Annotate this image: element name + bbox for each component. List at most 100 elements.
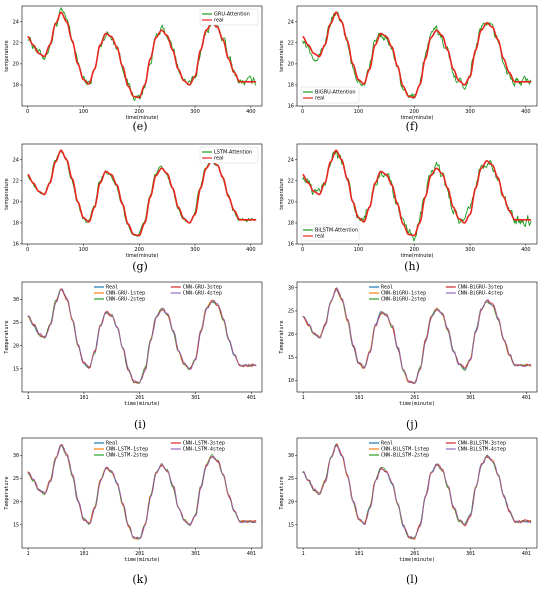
chart-panel-f: 0 100 200 300 400 16 18 20 22 24 time(minute) tempe… bbox=[279, 5, 538, 133]
y-tick-label: 20 bbox=[13, 343, 19, 349]
y-tick-label: 18 bbox=[288, 83, 294, 89]
y-tick-label: 15 bbox=[288, 355, 294, 361]
x-tick-label: 401 bbox=[522, 395, 531, 401]
y-tick-label: 22 bbox=[288, 179, 294, 185]
y-tick-label: 16 bbox=[13, 242, 19, 248]
legend-label: CNN-BiLSTM-2step bbox=[381, 453, 429, 459]
y-tick-label: 16 bbox=[288, 242, 294, 248]
panel-label: (j) bbox=[406, 418, 418, 431]
x-tick-label: 401 bbox=[522, 551, 531, 557]
plot-frame bbox=[21, 5, 263, 107]
plot-frame bbox=[21, 437, 263, 549]
y-tick-label: 15 bbox=[13, 367, 19, 373]
x-tick-label: 300 bbox=[465, 247, 475, 253]
legend-label: real bbox=[315, 96, 324, 102]
x-tick-label: 200 bbox=[409, 109, 419, 115]
series-line-cnn-lstm-2step bbox=[27, 444, 257, 540]
legend-label: Real bbox=[381, 441, 393, 447]
x-tick-label: 101 bbox=[354, 551, 363, 557]
legend-box bbox=[300, 224, 360, 242]
chart-panel-j: 1 101 201 301 401 10 15 20 25 30 time(minute) Tempe… bbox=[279, 281, 538, 431]
legend-label: BiGRU-Attention bbox=[315, 90, 356, 96]
x-tick-label: 400 bbox=[246, 109, 256, 115]
series-line-cnn-gru-1step bbox=[27, 288, 257, 384]
panel-label: (h) bbox=[404, 260, 420, 273]
y-tick-label: 24 bbox=[288, 19, 294, 25]
series-line-cnn-bilstm-4step bbox=[302, 445, 532, 540]
series-line-cnn-gru-4step bbox=[27, 288, 257, 383]
y-tick-label: 20 bbox=[288, 62, 294, 68]
x-axis-label: time(minute) bbox=[399, 557, 435, 563]
legend-label: LSTM-Attention bbox=[214, 150, 252, 156]
plot-frame bbox=[296, 281, 538, 393]
x-tick-label: 401 bbox=[247, 551, 256, 557]
chart-panel-e: 0 100 200 300 400 18 20 22 24 time(minute) tempera… bbox=[4, 5, 263, 133]
y-tick-label: 20 bbox=[288, 200, 294, 206]
x-tick-label: 0 bbox=[26, 247, 29, 253]
series-line-cnn-lstm-1step bbox=[27, 444, 257, 540]
y-axis-label: temperature bbox=[279, 178, 285, 209]
legend-label: CNN-GRU-4step bbox=[183, 291, 222, 297]
legend-label: Real bbox=[106, 441, 118, 447]
x-tick-label: 301 bbox=[191, 551, 200, 557]
y-tick-label: 15 bbox=[288, 523, 294, 529]
x-tick-label: 201 bbox=[135, 551, 144, 557]
x-tick-label: 201 bbox=[410, 551, 419, 557]
x-tick-label: 301 bbox=[466, 551, 475, 557]
x-tick-label: 100 bbox=[354, 247, 364, 253]
y-axis-label: Temperature bbox=[279, 476, 285, 509]
x-axis-label: time(minute) bbox=[124, 401, 160, 407]
x-tick-label: 1 bbox=[302, 395, 305, 401]
y-axis-label: temperature bbox=[4, 178, 10, 209]
x-tick-label: 200 bbox=[409, 247, 419, 253]
legend-label: Real bbox=[106, 285, 118, 291]
legend-label: CNN-GRU-1step bbox=[106, 291, 145, 297]
plot-frame bbox=[21, 281, 263, 393]
x-tick-label: 300 bbox=[190, 109, 200, 115]
legend-box bbox=[300, 86, 360, 104]
y-tick-label: 22 bbox=[13, 179, 19, 185]
x-tick-label: 200 bbox=[134, 247, 144, 253]
legend-label: CNN-BiGRU-3step bbox=[458, 285, 503, 291]
x-tick-label: 1 bbox=[302, 551, 305, 557]
y-tick-label: 30 bbox=[13, 297, 19, 303]
plot-frame bbox=[296, 437, 538, 549]
x-tick-label: 300 bbox=[465, 109, 475, 115]
legend-label: BiLSTM-Attention bbox=[315, 228, 358, 234]
y-tick-label: 20 bbox=[13, 499, 19, 505]
x-tick-label: 100 bbox=[354, 109, 364, 115]
legend-label: CNN-LSTM-3step bbox=[183, 441, 225, 447]
series-line-real bbox=[27, 11, 257, 99]
x-tick-label: 200 bbox=[134, 109, 144, 115]
series-line-real bbox=[302, 288, 532, 384]
legend-label: Real bbox=[381, 285, 393, 291]
chart-panel-g: 0 100 200 300 400 16 18 20 22 24 time(minute) tempe… bbox=[4, 143, 263, 273]
series-line-real bbox=[302, 11, 532, 99]
x-axis-label: time(minute) bbox=[126, 253, 159, 259]
chart-panel-i: 1 101 201 301 401 15 20 25 30 time(minute) Tempera… bbox=[4, 281, 263, 431]
y-axis-label: temperature bbox=[279, 40, 285, 71]
x-tick-label: 300 bbox=[190, 247, 200, 253]
y-axis-label: Temperature bbox=[4, 320, 10, 353]
x-tick-label: 400 bbox=[521, 247, 531, 253]
series-line-cnn-bilstm-1step bbox=[302, 445, 532, 540]
y-tick-label: 24 bbox=[13, 157, 19, 163]
y-tick-label: 30 bbox=[288, 453, 294, 459]
chart-panel-h: 0 100 200 300 400 16 18 20 22 24 time(minute) tempe… bbox=[279, 143, 538, 273]
y-axis-label: Temperature bbox=[279, 320, 285, 353]
y-tick-label: 20 bbox=[13, 200, 19, 206]
x-tick-label: 400 bbox=[521, 109, 531, 115]
y-tick-label: 18 bbox=[288, 221, 294, 227]
legend-label: CNN-GRU-2step bbox=[106, 297, 145, 303]
y-tick-label: 30 bbox=[13, 453, 19, 459]
series-line-real bbox=[27, 288, 257, 384]
series-line-bigru-attention bbox=[302, 11, 532, 99]
legend-box bbox=[199, 146, 259, 164]
y-tick-label: 10 bbox=[288, 378, 294, 384]
plot-frame bbox=[296, 5, 538, 107]
y-tick-label: 18 bbox=[13, 221, 19, 227]
x-axis-label: time(minute) bbox=[399, 401, 435, 407]
x-tick-label: 1 bbox=[27, 551, 30, 557]
legend-label: CNN-GRU-3step bbox=[183, 285, 222, 291]
x-tick-label: 0 bbox=[26, 109, 29, 115]
